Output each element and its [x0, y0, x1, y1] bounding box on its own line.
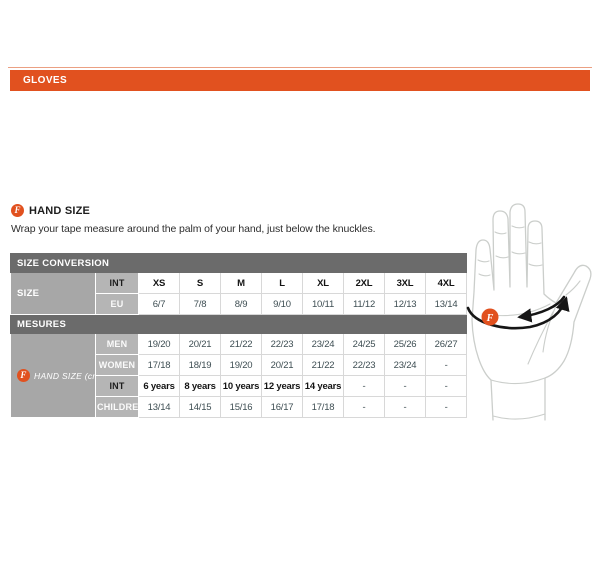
- row-label-women: WOMEN: [95, 354, 139, 376]
- divider-line: [8, 67, 592, 68]
- table-cell: 7/8: [179, 293, 221, 315]
- gloves-banner: GLOVES: [10, 70, 590, 91]
- table-cell: -: [343, 396, 385, 418]
- size-row-group-label: SIZE: [10, 272, 96, 315]
- table-cell: 6 years: [138, 375, 180, 397]
- mesures-header: MESURES: [9, 314, 468, 334]
- svg-text:F: F: [486, 313, 494, 324]
- table-cell: 18/19: [179, 354, 221, 376]
- table-cell: 8/9: [220, 293, 262, 315]
- measure-instructions: Wrap your tape measure around the palm o…: [11, 223, 376, 235]
- table-cell: 23/24: [384, 354, 426, 376]
- table-cell: 3XL: [384, 272, 426, 294]
- f-marker-icon: F: [17, 369, 30, 382]
- banner-title: GLOVES: [23, 75, 68, 86]
- table-cell: 26/27: [424, 333, 468, 355]
- table-cell: 17/18: [302, 396, 344, 418]
- table-cell: M: [220, 272, 262, 294]
- row-label-eu: EU: [95, 293, 139, 315]
- table-row: SIZE CONVERSION: [9, 253, 468, 273]
- table-cell: 14/15: [179, 396, 221, 418]
- f-marker-icon: F: [481, 308, 499, 326]
- table-cell: 19/20: [220, 354, 262, 376]
- table-cell: 12 years: [261, 375, 303, 397]
- hand-detail-lines: [477, 225, 581, 420]
- hand-size-heading: F HAND SIZE: [11, 204, 90, 217]
- table-cell: 16/17: [261, 396, 303, 418]
- table-cell: 23/24: [302, 333, 344, 355]
- section-title: HAND SIZE: [29, 204, 91, 217]
- table-cell: S: [179, 272, 221, 294]
- table-row: F HAND SIZE (cm) MEN 19/20 20/21 21/22 2…: [10, 333, 468, 418]
- table-cell: 11/12: [343, 293, 385, 315]
- table-cell: 21/22: [220, 333, 262, 355]
- hand-measurement-illustration: F: [466, 203, 592, 421]
- table-cell: 17/18: [138, 354, 180, 376]
- table-cell: 21/22: [302, 354, 344, 376]
- table-cell: 10/11: [302, 293, 344, 315]
- size-conversion-header: SIZE CONVERSION: [9, 253, 468, 273]
- table-cell: -: [343, 375, 385, 397]
- table-cell: 22/23: [343, 354, 385, 376]
- table-cell: 22/23: [261, 333, 303, 355]
- hand-size-row-group-label: F HAND SIZE (cm): [10, 333, 96, 418]
- table-cell: 24/25: [343, 333, 385, 355]
- row-label-children: CHILDREN: [95, 396, 139, 418]
- table-cell: 2XL: [343, 272, 385, 294]
- table-cell: -: [424, 354, 468, 376]
- table-cell: 10 years: [220, 375, 262, 397]
- table-cell: -: [384, 396, 426, 418]
- table-cell: 14 years: [302, 375, 344, 397]
- table-cell: XL: [302, 272, 344, 294]
- table-cell: 13/14: [138, 396, 180, 418]
- table-cell: 12/13: [384, 293, 426, 315]
- row-label-int: INT: [95, 272, 139, 294]
- table-cell: 4XL: [424, 272, 468, 294]
- table-cell: XS: [138, 272, 180, 294]
- row-label-men: MEN: [95, 333, 139, 355]
- table-cell: 19/20: [138, 333, 180, 355]
- f-marker-icon: F: [11, 204, 24, 217]
- hand-size-label: HAND SIZE (cm): [34, 370, 95, 381]
- table-cell: 25/26: [384, 333, 426, 355]
- table-row: SIZE INT XS S M L XL 2XL 3XL 4XL: [10, 272, 468, 315]
- row-label-int-years: INT: [95, 375, 139, 397]
- table-cell: 6/7: [138, 293, 180, 315]
- size-conversion-table: SIZE CONVERSION SIZE INT XS S M L XL 2XL…: [9, 253, 468, 418]
- table-row: CHILDREN 13/14 14/15 15/16 16/17 17/18 -…: [11, 396, 468, 418]
- table-cell: 8 years: [179, 375, 221, 397]
- table-cell: L: [261, 272, 303, 294]
- table-cell: -: [384, 375, 426, 397]
- measure-tape-arrow: [466, 295, 570, 330]
- table-cell: -: [424, 396, 468, 418]
- table-cell: 20/21: [179, 333, 221, 355]
- table-cell: 20/21: [261, 354, 303, 376]
- table-row: WOMEN 17/18 18/19 19/20 20/21 21/22 22/2…: [11, 354, 468, 376]
- table-cell: 15/16: [220, 396, 262, 418]
- table-cell: 9/10: [261, 293, 303, 315]
- table-row: INT 6 years 8 years 10 years 12 years 14…: [11, 375, 468, 397]
- table-row: MESURES: [9, 314, 468, 334]
